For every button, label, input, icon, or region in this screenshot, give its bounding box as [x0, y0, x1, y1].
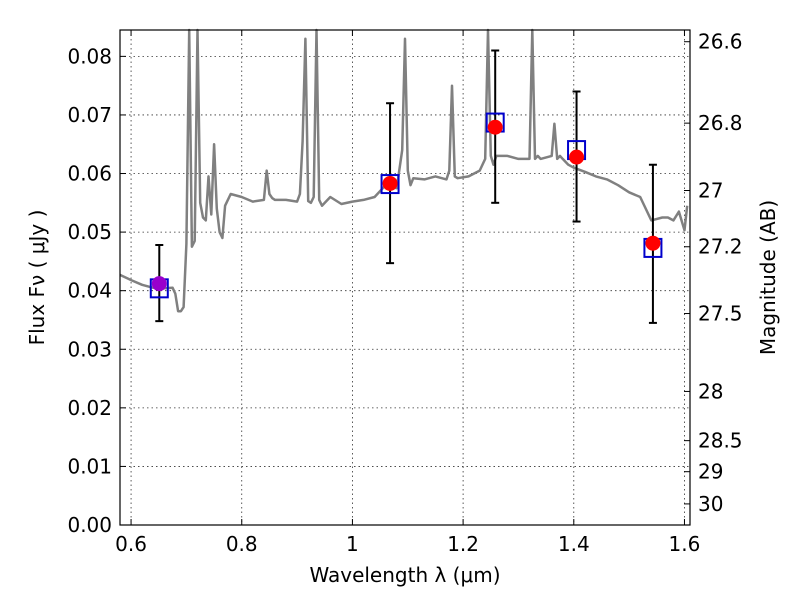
plot-frame: [119, 29, 691, 526]
right-axis-tick-label: 29: [698, 460, 723, 484]
model-flux-point: [487, 119, 503, 135]
x-tick-label: 1.4: [558, 532, 590, 556]
right-axis-tick-label: 27: [698, 179, 723, 203]
right-axis-tick-label: 27.2: [698, 235, 743, 259]
x-tick-label: 1.2: [447, 532, 479, 556]
axis-ticks: [120, 30, 690, 526]
x-tick-label: 0.8: [226, 532, 258, 556]
right-axis-tick-label: 26.6: [698, 30, 743, 54]
model-flux-point: [151, 276, 167, 292]
model-flux-point: [645, 235, 661, 251]
right-axis-tick-label: 28.5: [698, 429, 743, 453]
right-axis-tick-label: 27.5: [698, 302, 743, 326]
model-spectrum-line: [119, 28, 689, 313]
y-tick-label: 0.03: [67, 337, 112, 361]
y-tick-label: 0.01: [67, 454, 112, 478]
y-tick-label: 0.00: [67, 513, 112, 537]
model-flux-point: [569, 149, 585, 165]
right-axis-tick-label: 28: [698, 379, 723, 403]
data-markers: [149, 112, 663, 299]
observed-flux-square: [380, 174, 400, 195]
right-axis-tick-label: 26.8: [698, 111, 743, 135]
right-axis-tick-label: 30: [698, 492, 723, 516]
y-axis-title: Flux Fν ( μJy ): [25, 210, 49, 346]
x-tick-label: 0.6: [115, 532, 147, 556]
spectrum-series: [119, 28, 689, 313]
y-tick-label: 0.04: [67, 279, 112, 303]
y-tick-label: 0.08: [67, 44, 112, 68]
tick-labels: 0.6 0.8 1 1.2 1.4 1.6 0.00 0.01 0.02 0.03 0.04 0.05…: [67, 30, 742, 556]
y-tick-label: 0.02: [67, 396, 112, 420]
x-tick-label: 1.6: [669, 532, 701, 556]
model-flux-point: [382, 175, 398, 191]
y-tick-label: 0.07: [67, 103, 112, 127]
x-axis-title: Wavelength λ (μm): [309, 563, 500, 587]
x-tick-label: 1: [346, 532, 359, 556]
grid: [120, 30, 690, 526]
y-tick-label: 0.05: [67, 220, 112, 244]
right-axis-title: Magnitude (AB): [756, 200, 780, 355]
y-tick-label: 0.06: [67, 162, 112, 186]
